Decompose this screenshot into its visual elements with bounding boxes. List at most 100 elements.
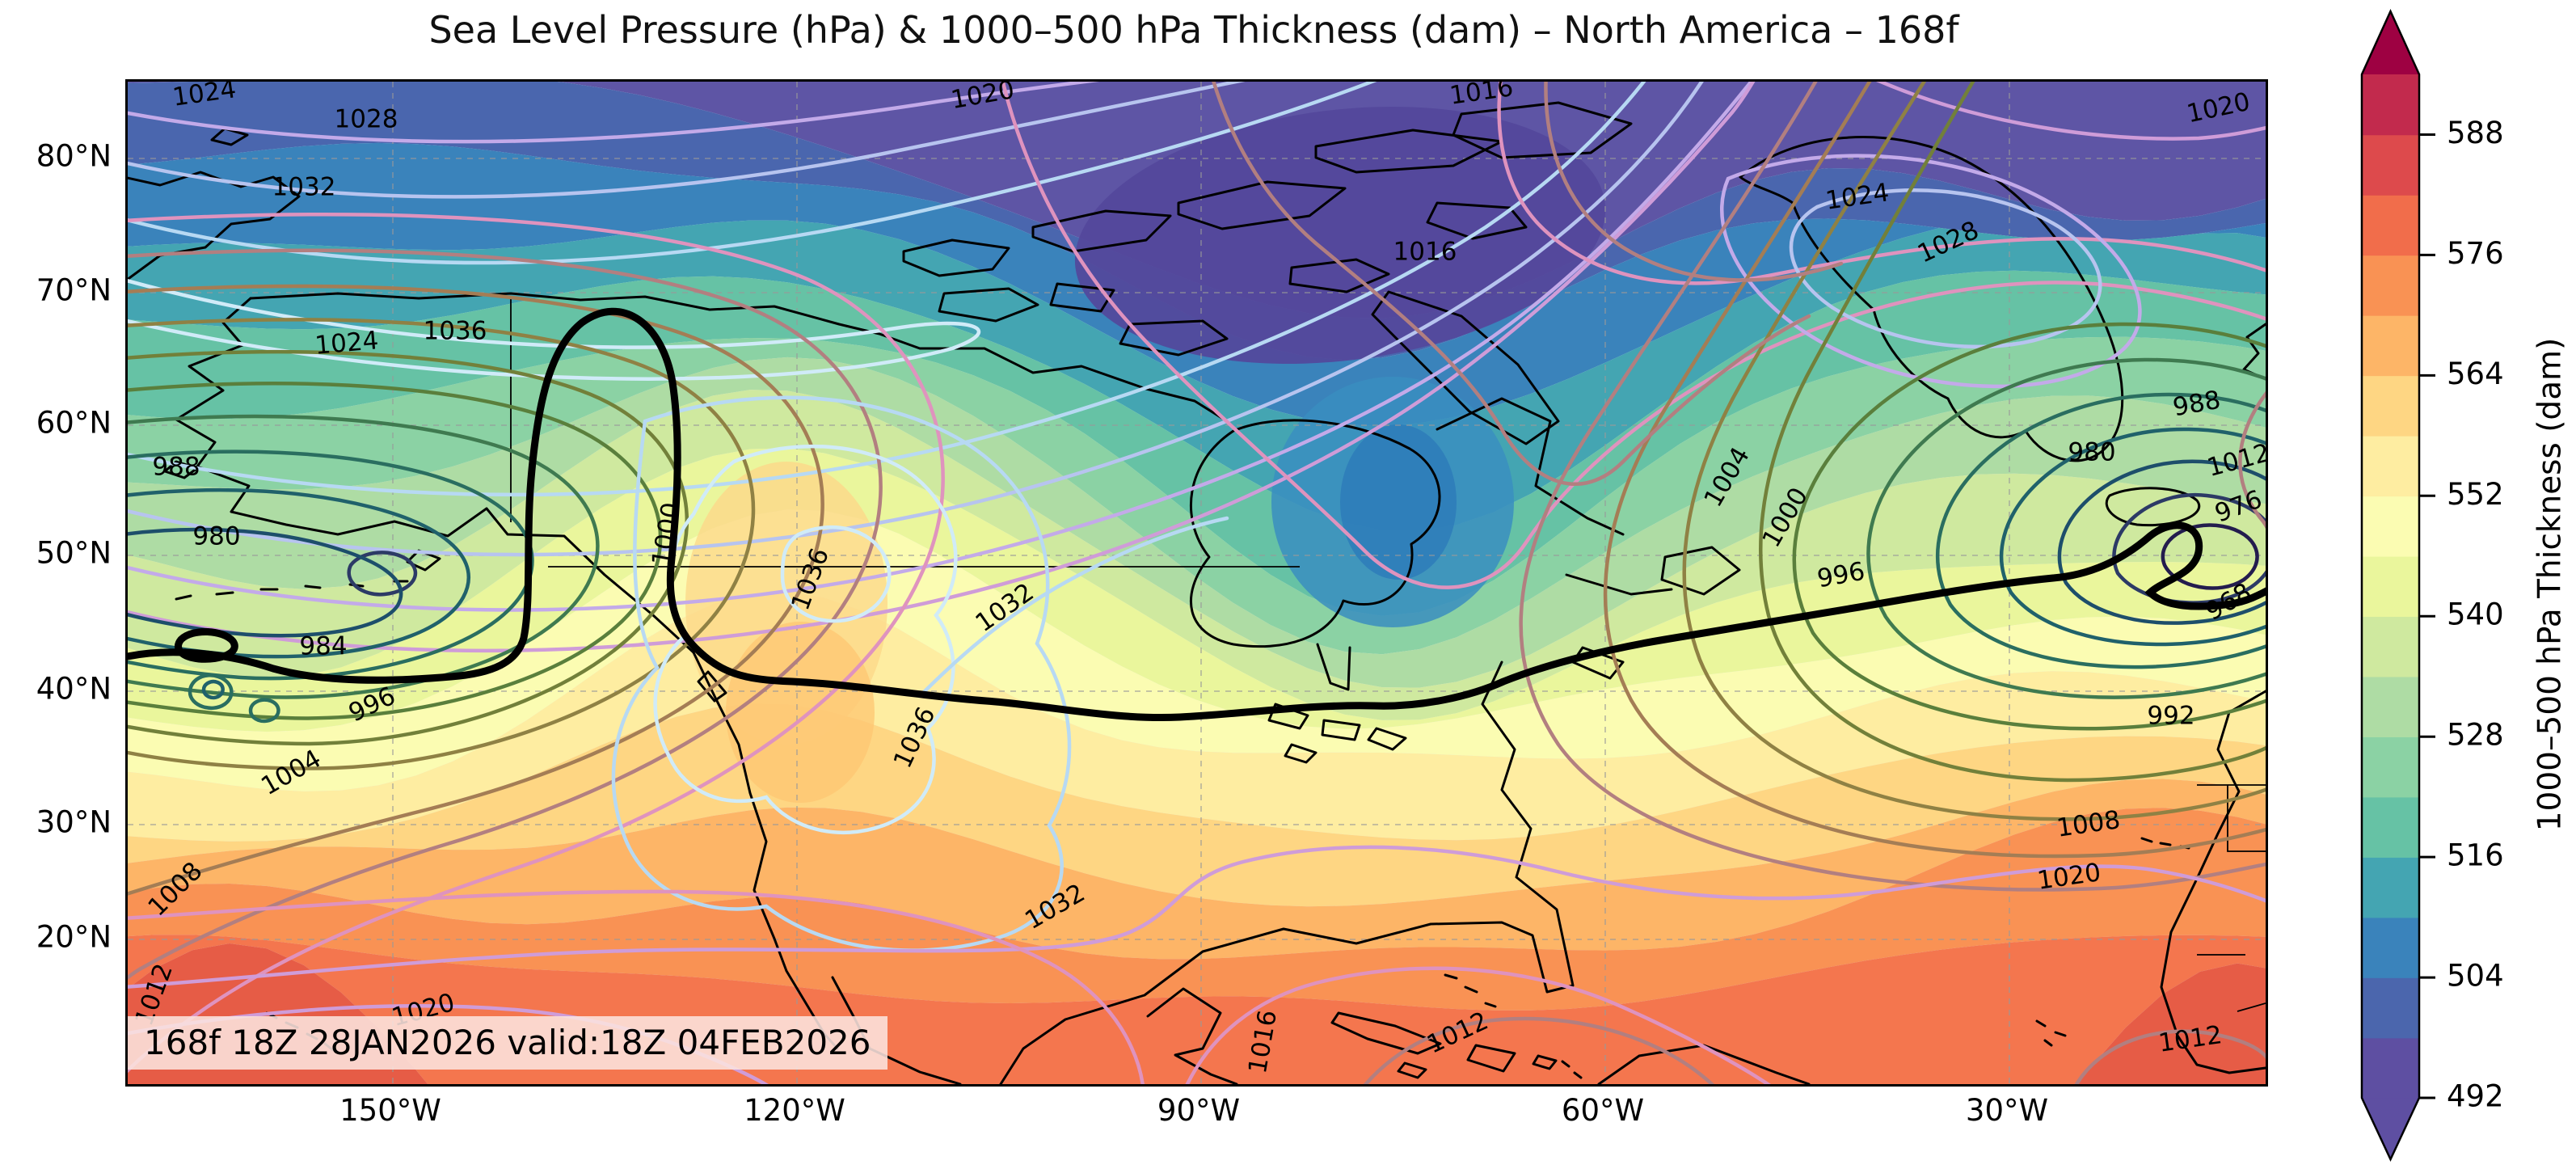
isobar-980	[2057, 459, 2266, 625]
colorbar-block	[2362, 194, 2419, 256]
isobar-988	[248, 698, 280, 724]
colorbar-block	[2362, 435, 2419, 497]
isobar-992	[128, 414, 600, 699]
isobar-1032	[611, 395, 1072, 952]
isobar-1036	[780, 525, 892, 623]
isobar-976	[347, 551, 418, 597]
coastlines	[128, 101, 2266, 1084]
contour-label: 988	[152, 453, 200, 482]
x-axis-tick-label: 150°W	[339, 1093, 441, 1128]
colorbar-tick-label: 516	[2447, 838, 2504, 873]
colorbar-arrow-top	[2362, 11, 2419, 74]
thickness-fill	[128, 82, 2266, 1084]
colorbar-block	[2362, 857, 2419, 918]
isobar-1024	[128, 82, 1099, 144]
contour-label: 1036	[424, 317, 487, 346]
isobar-1028	[128, 82, 1247, 199]
isobar-988	[1936, 392, 2266, 669]
colorbar-tick-label: 564	[2447, 357, 2504, 391]
y-axis-tick-label: 20°N	[36, 919, 112, 955]
colorbar-block	[2362, 74, 2419, 136]
colorbar-tick-label: 540	[2447, 597, 2504, 632]
isobar-1036	[128, 279, 981, 381]
colorbar-block	[2362, 736, 2419, 798]
colorbar: 588 576 564 552 540 528 516 504 492	[2344, 0, 2576, 1169]
x-axis-tick-label: 30°W	[1965, 1093, 2049, 1128]
isobar-1012	[1212, 82, 1811, 486]
y-axis-tick-label: 40°N	[36, 671, 112, 707]
colorbar-tick-label: 552	[2447, 477, 2504, 512]
contour-label: 1032	[272, 173, 336, 202]
isobar-1012	[2238, 390, 2266, 530]
colorbar-block	[2362, 1037, 2419, 1099]
isobar-1008	[128, 284, 824, 896]
contour-label: 980	[2068, 438, 2115, 467]
y-axis-tick-label: 50°N	[36, 535, 112, 571]
isobar-1032	[128, 82, 1646, 497]
isobar-1024	[128, 82, 1754, 612]
x-axis-tick-label: 60°W	[1561, 1093, 1645, 1128]
contour-label: 992	[2147, 702, 2194, 731]
isobar-1016	[1001, 82, 2266, 589]
isobar-1016	[128, 889, 1145, 1084]
isobar-1016	[1185, 966, 1772, 1084]
colorbar-tick-label: 492	[2447, 1079, 2504, 1114]
colorbar-tick-label: 588	[2447, 116, 2504, 150]
contour-label: 980	[192, 522, 240, 551]
isobar-1020	[128, 82, 1756, 653]
isobar-988	[188, 673, 234, 711]
thickness-540-line	[128, 307, 2266, 722]
colorbar-title: 1000–500 hPa Thickness (dam)	[2532, 337, 2569, 832]
colorbar-block	[2362, 796, 2419, 858]
isobar-968	[2161, 523, 2259, 590]
colorbar-block	[2362, 375, 2419, 437]
isobar-1028	[128, 82, 1704, 557]
isobar-1024	[1720, 154, 2142, 389]
forecast-stamp: 168f 18Z 28JAN2026 valid:18Z 04FEB2026	[128, 1016, 887, 1070]
isobar-1016	[128, 213, 945, 1074]
isobar-1016	[1497, 82, 2266, 285]
colorbar-block	[2362, 616, 2419, 677]
slp-isobars	[128, 82, 2266, 1084]
y-axis-tick-label: 80°N	[36, 138, 112, 174]
isobar-1012	[128, 248, 883, 980]
y-axis-tick-label: 30°N	[36, 804, 112, 840]
y-axis-tick-label: 70°N	[36, 272, 112, 308]
colorbar-block	[2362, 676, 2419, 737]
isobar-984	[2000, 427, 2266, 647]
isobar-1020	[128, 845, 2266, 989]
isobar-1020	[1876, 82, 2266, 141]
colorbar-block	[2362, 555, 2419, 618]
isobar-992	[1866, 357, 2266, 699]
isobar-1004	[128, 318, 756, 770]
isobar-1012	[1363, 1016, 1715, 1084]
isobar-1012	[2074, 1029, 2266, 1084]
colorbar-block	[2362, 255, 2419, 316]
contour-label: 1028	[335, 105, 398, 134]
isobar-1032	[917, 516, 1229, 698]
x-axis-tick-label: 120°W	[744, 1093, 845, 1128]
colorbar-tick-label: 576	[2447, 236, 2504, 271]
contour-label: 1024	[314, 326, 380, 361]
colorbar-arrow-bottom	[2362, 1098, 2419, 1159]
colorbar-block	[2362, 917, 2419, 978]
isobar-996	[1792, 322, 2266, 731]
isobar-1012	[1519, 82, 2266, 892]
colorbar-block	[2362, 977, 2419, 1039]
page-title: Sea Level Pressure (hPa) & 1000–500 hPa …	[428, 8, 1959, 52]
x-axis-tick-label: 90°W	[1157, 1093, 1241, 1128]
colorbar-tick-label: 504	[2447, 959, 2504, 994]
colorbar-block	[2362, 496, 2419, 557]
isobar-1000	[1759, 82, 2266, 783]
contour-label: 1016	[1393, 238, 1457, 267]
colorbar-block	[2362, 134, 2419, 196]
colorbar-tick-label: 528	[2447, 718, 2504, 753]
isobar-1012	[1544, 82, 1844, 282]
isobar-984	[201, 679, 225, 700]
map-axes: 1024 1028 1032 1036 1024 1020 1016 1016 1024 1028…	[125, 79, 2268, 1087]
colorbar-block	[2362, 314, 2419, 377]
contour-label: 984	[299, 632, 347, 661]
y-axis-tick-label: 60°N	[36, 405, 112, 441]
